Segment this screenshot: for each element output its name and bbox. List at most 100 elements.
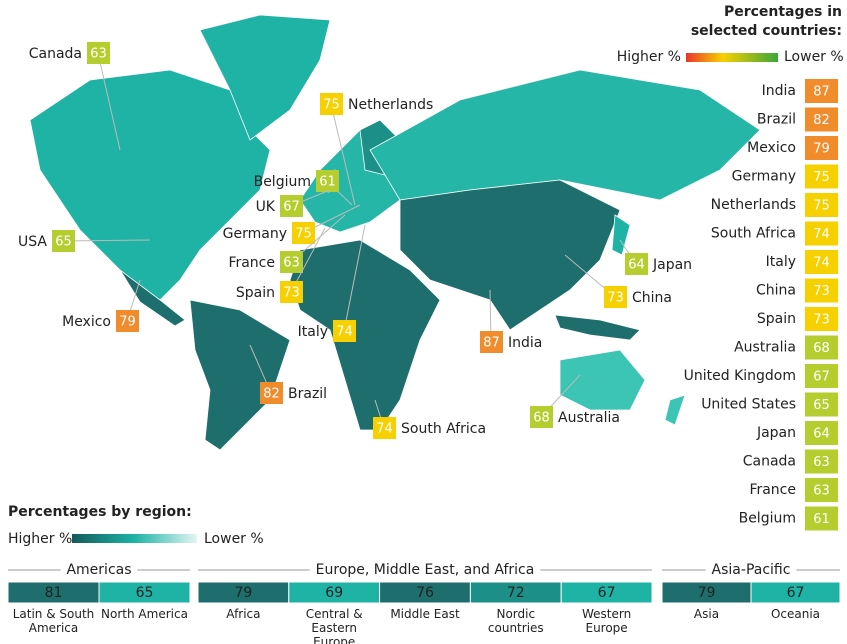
- country-box: [805, 392, 838, 417]
- country-name: United States: [701, 397, 796, 413]
- map-label-value: 63: [90, 47, 107, 62]
- map-label-box: [604, 286, 627, 308]
- country-box: [805, 364, 838, 388]
- map-label-name: Belgium: [254, 174, 311, 190]
- country-value: 63: [813, 484, 830, 499]
- map-label-value: 74: [376, 422, 393, 437]
- country-value: 79: [813, 142, 830, 157]
- map-label-value: 87: [483, 336, 500, 351]
- map-label-name: France: [228, 255, 275, 271]
- country-name: Australia: [734, 340, 796, 356]
- map-label-box: [280, 195, 303, 217]
- country-box: [805, 193, 838, 217]
- map-label-name: India: [508, 335, 542, 351]
- map-label-name: Brazil: [288, 386, 327, 402]
- country-name: Italy: [766, 254, 796, 270]
- map-label-value: 61: [319, 175, 336, 190]
- country-box: [805, 107, 838, 132]
- country-box: [805, 449, 838, 474]
- map-label-box: [320, 93, 343, 115]
- map-label-name: Italy: [298, 324, 328, 340]
- country-box: [805, 136, 838, 160]
- map-label-value: 64: [628, 258, 645, 273]
- leader-line: [97, 52, 121, 151]
- map-label-box: [116, 310, 139, 332]
- map-label-box: [280, 281, 303, 303]
- region-bar: [98, 581, 191, 604]
- region-higher: Higher %: [8, 531, 72, 547]
- region-name: Western Europe: [581, 607, 632, 635]
- country-name: Spain: [757, 311, 796, 327]
- leader-line: [343, 224, 366, 332]
- region-name: Latin & South America: [12, 607, 95, 635]
- legend-gradient: [686, 53, 778, 62]
- country-name: Mexico: [747, 140, 796, 156]
- map-label-name: South Africa: [401, 421, 486, 437]
- country-box: [805, 278, 838, 303]
- country-name: China: [756, 283, 796, 299]
- group-name: Asia-Pacific: [712, 562, 791, 578]
- leader-line: [62, 239, 151, 242]
- country-box: [805, 79, 838, 103]
- region-name: Asia: [693, 607, 720, 621]
- country-name: France: [749, 482, 796, 498]
- region-bar: [560, 581, 653, 604]
- country-value: 74: [813, 227, 830, 242]
- region-name: Oceania: [770, 607, 821, 621]
- map-label-box: [316, 170, 339, 192]
- region-name: Central & Eastern Europe: [305, 607, 363, 644]
- country-value: 61: [813, 512, 830, 527]
- country-name: Netherlands: [711, 197, 796, 213]
- region-name: North America: [101, 607, 188, 621]
- map-label-value: 63: [283, 256, 300, 271]
- country-box: [805, 164, 838, 189]
- country-value: 67: [813, 370, 830, 385]
- map-label-value: 73: [607, 291, 624, 306]
- region-value: 79: [698, 585, 716, 601]
- country-value: 75: [813, 199, 830, 214]
- region-value: 67: [787, 585, 805, 601]
- country-box: [805, 335, 838, 360]
- map-label-name: Germany: [223, 226, 287, 242]
- country-name: Belgium: [739, 511, 796, 527]
- country-name: Germany: [732, 169, 796, 185]
- region-title: Percentages by region:: [8, 504, 192, 520]
- map-label-value: 75: [295, 227, 312, 242]
- country-name: Japan: [756, 425, 796, 441]
- country-name: India: [762, 83, 796, 99]
- map-label-box: [87, 42, 110, 64]
- country-value: 74: [813, 256, 830, 271]
- group-name: Europe, Middle East, and Africa: [316, 562, 535, 578]
- map-label-name: Netherlands: [348, 97, 433, 113]
- country-box: [805, 307, 838, 331]
- map-label-value: 75: [323, 98, 340, 113]
- map-label-box: [292, 222, 315, 244]
- country-value: 64: [813, 427, 830, 442]
- map-label-value: 68: [533, 411, 550, 426]
- map-label-value: 65: [55, 235, 72, 250]
- map-label-box: [530, 406, 553, 428]
- country-name: Brazil: [757, 112, 796, 128]
- country-name: United Kingdom: [684, 368, 796, 384]
- region-value: 81: [45, 585, 63, 601]
- region-lower: Lower %: [204, 531, 264, 547]
- country-value: 68: [813, 341, 830, 356]
- country-value: 82: [813, 113, 830, 128]
- country-value: 73: [813, 284, 830, 299]
- region-name: Middle East: [390, 607, 460, 621]
- region-bar: [750, 581, 841, 604]
- country-value: 87: [813, 85, 830, 100]
- map-label-box: [280, 251, 303, 273]
- map-label-box: [373, 417, 396, 439]
- map-label-name: USA: [18, 234, 47, 250]
- region-value: 69: [325, 585, 343, 601]
- map-label-name: Canada: [29, 46, 82, 62]
- country-value: 65: [813, 398, 830, 413]
- region-name: Africa: [226, 607, 261, 621]
- map-label-box: [333, 320, 356, 342]
- region-value: 79: [234, 585, 252, 601]
- country-value: 63: [813, 455, 830, 470]
- region-value: 67: [598, 585, 616, 601]
- map-label-value: 73: [283, 286, 300, 301]
- legend-higher: Higher %: [617, 49, 681, 65]
